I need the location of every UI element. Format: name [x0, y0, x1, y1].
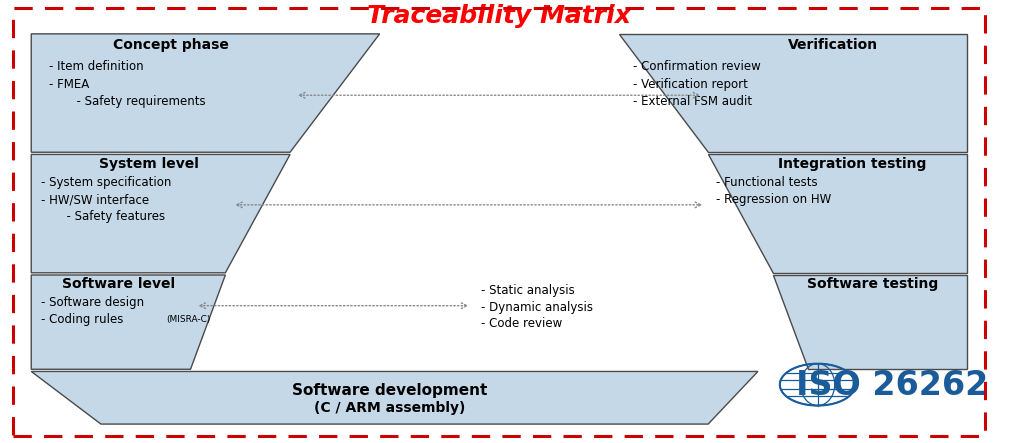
Text: Traceability Matrix: Traceability Matrix: [367, 4, 631, 28]
Polygon shape: [618, 34, 967, 152]
Text: - Regression on HW: - Regression on HW: [716, 193, 831, 206]
Polygon shape: [772, 275, 967, 369]
Text: - FMEA: - FMEA: [50, 78, 89, 91]
Polygon shape: [31, 34, 379, 152]
Text: - Safety requirements: - Safety requirements: [69, 95, 205, 108]
Text: - Safety features: - Safety features: [59, 210, 165, 223]
Text: - Functional tests: - Functional tests: [716, 176, 817, 190]
Text: - System specification: - System specification: [41, 176, 172, 190]
Text: ISO 26262: ISO 26262: [796, 369, 988, 402]
Text: Software level: Software level: [63, 277, 175, 291]
Polygon shape: [31, 275, 225, 369]
Text: - Software design: - Software design: [41, 295, 145, 309]
Polygon shape: [31, 372, 757, 424]
Text: Concept phase: Concept phase: [112, 38, 228, 52]
Text: - Confirmation review: - Confirmation review: [633, 60, 760, 73]
Text: - Coding rules: - Coding rules: [41, 313, 127, 326]
Text: Software testing: Software testing: [806, 277, 937, 291]
Text: (C / ARM assembly): (C / ARM assembly): [313, 401, 465, 415]
Text: - Static analysis: - Static analysis: [480, 284, 574, 297]
Text: - External FSM audit: - External FSM audit: [633, 95, 752, 108]
Text: (MISRA-C): (MISRA-C): [167, 315, 211, 324]
Text: - Code review: - Code review: [480, 317, 562, 330]
Text: Software development: Software development: [291, 383, 487, 398]
Text: - Item definition: - Item definition: [50, 60, 144, 73]
Text: - HW/SW interface: - HW/SW interface: [41, 193, 150, 206]
Polygon shape: [31, 155, 290, 273]
Text: Verification: Verification: [787, 38, 877, 52]
Polygon shape: [708, 155, 967, 273]
Text: - Verification report: - Verification report: [633, 78, 747, 91]
Text: Integration testing: Integration testing: [777, 157, 926, 171]
Text: System level: System level: [99, 157, 198, 171]
Text: - Dynamic analysis: - Dynamic analysis: [480, 300, 592, 314]
